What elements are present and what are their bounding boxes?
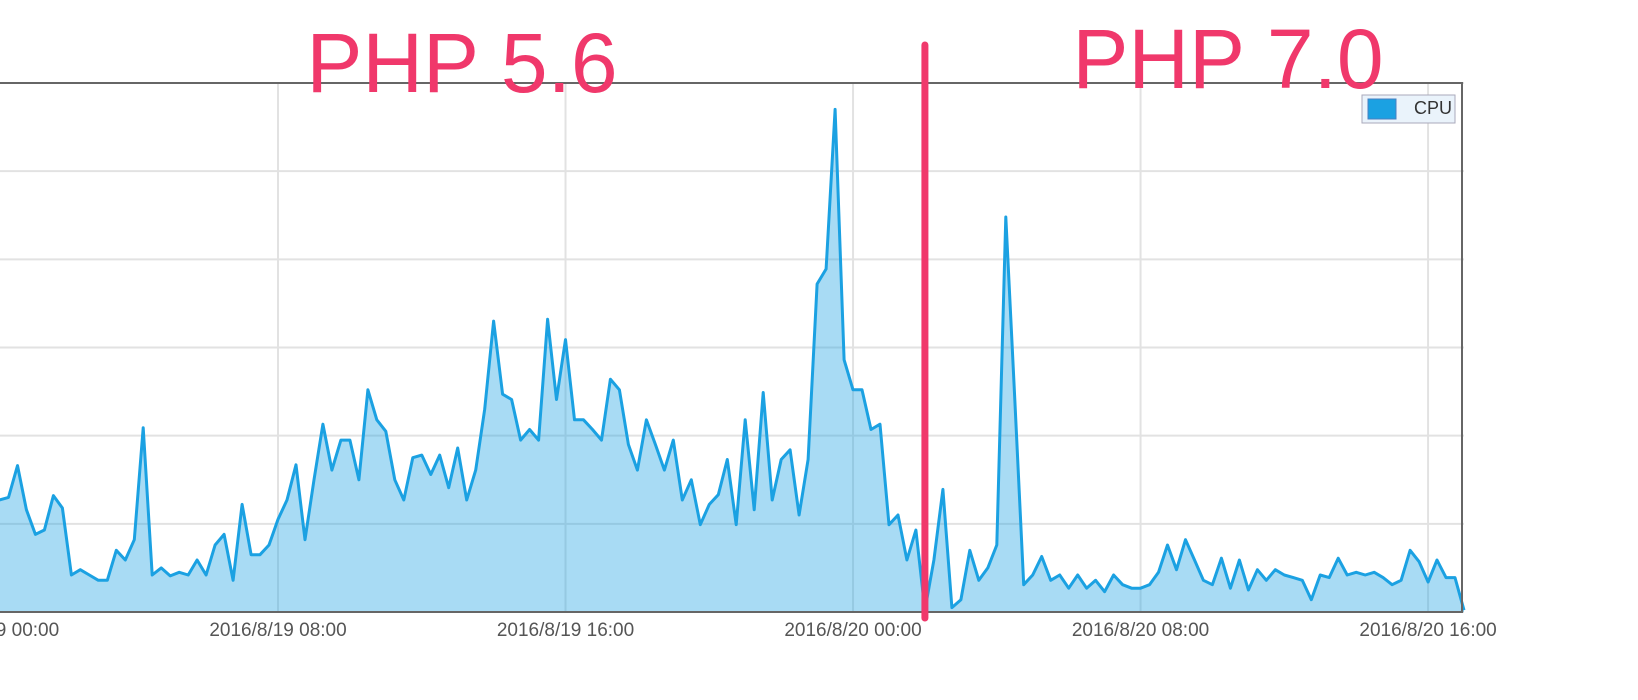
x-tick-label: 2016/8/19 16:00	[497, 620, 634, 641]
line	[0, 107, 1466, 612]
x-tick-label: 2016/8/20 00:00	[784, 620, 921, 641]
plot-frame	[0, 82, 1463, 613]
x-tick-label: 2016/8/20 08:00	[1072, 620, 1209, 641]
area-fill	[0, 109, 1464, 612]
x-tick-label: 2016/8/19 00:00	[0, 620, 59, 641]
plot	[0, 41, 1466, 622]
annotation: PHP 7.0	[1072, 12, 1383, 106]
legend-swatch	[1367, 98, 1397, 120]
annotations: PHP 5.6 PHP 7.0	[306, 12, 1383, 110]
x-tick-label: 2016/8/20 16:00	[1359, 620, 1496, 641]
legend-label: CPU	[1414, 98, 1452, 118]
legend: CPU	[1361, 94, 1456, 124]
x-tick-label: 2016/8/19 08:00	[209, 620, 346, 641]
annotation: PHP 5.6	[306, 16, 617, 110]
